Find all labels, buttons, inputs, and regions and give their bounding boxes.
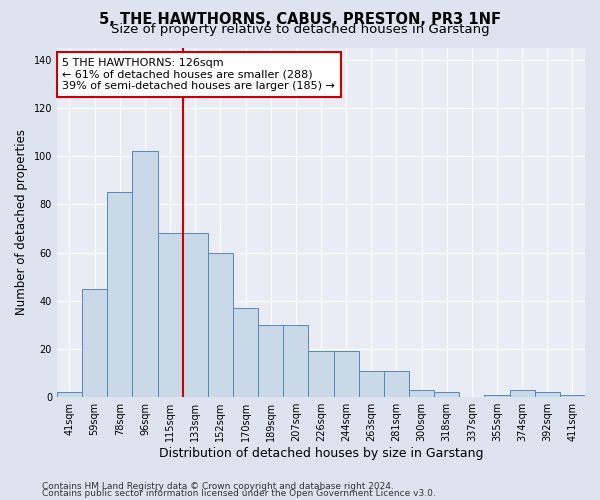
Bar (359, 370, 384, 397)
X-axis label: Distribution of detached houses by size in Garstang: Distribution of detached houses by size … (159, 447, 483, 460)
Bar (233, 308, 258, 397)
Bar (384, 370, 409, 397)
Text: Contains public sector information licensed under the Open Government Licence v3: Contains public sector information licen… (42, 489, 436, 498)
Bar (434, 392, 459, 397)
Bar (107, 192, 133, 397)
Text: 5, THE HAWTHORNS, CABUS, PRESTON, PR3 1NF: 5, THE HAWTHORNS, CABUS, PRESTON, PR3 1N… (99, 12, 501, 28)
Bar (308, 352, 334, 397)
Bar (484, 395, 509, 397)
Bar (158, 233, 182, 397)
Bar (535, 392, 560, 397)
Y-axis label: Number of detached properties: Number of detached properties (15, 130, 28, 316)
Text: Size of property relative to detached houses in Garstang: Size of property relative to detached ho… (110, 22, 490, 36)
Bar (133, 151, 158, 397)
Bar (57, 392, 82, 397)
Bar (258, 325, 283, 397)
Bar (283, 325, 308, 397)
Bar (182, 233, 208, 397)
Text: Contains HM Land Registry data © Crown copyright and database right 2024.: Contains HM Land Registry data © Crown c… (42, 482, 394, 491)
Bar (509, 390, 535, 397)
Bar (334, 352, 359, 397)
Bar (82, 288, 107, 397)
Bar (560, 395, 585, 397)
Text: 5 THE HAWTHORNS: 126sqm
← 61% of detached houses are smaller (288)
39% of semi-d: 5 THE HAWTHORNS: 126sqm ← 61% of detache… (62, 58, 335, 91)
Bar (208, 252, 233, 397)
Bar (409, 390, 434, 397)
